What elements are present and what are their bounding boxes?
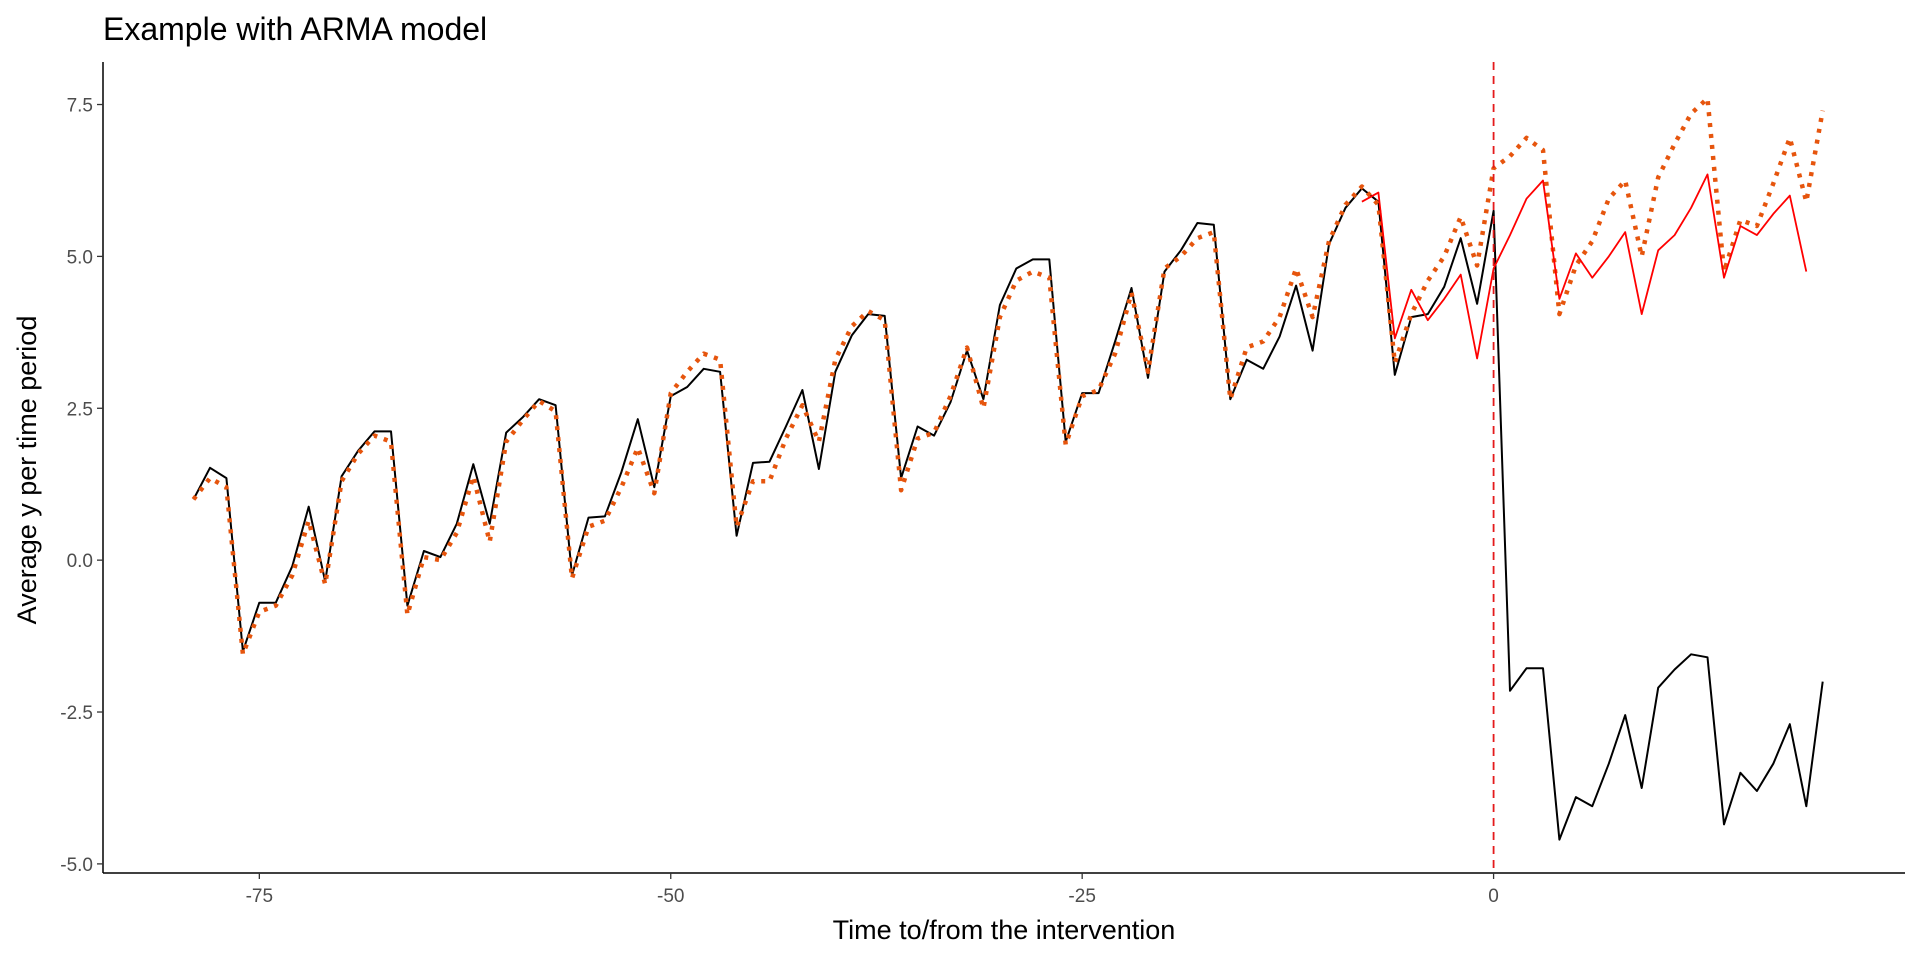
x-tick-label: -75: [246, 886, 273, 907]
series-line-2: [191, 96, 1825, 657]
y-tick-label: 2.5: [67, 399, 93, 420]
y-axis: -5.0 -2.5 0.0 2.5 5.0 7.5: [60, 62, 104, 876]
plot-area: [191, 62, 1825, 873]
y-tick-label: 5.0: [67, 247, 93, 268]
series-line-1: [192, 187, 1824, 841]
x-tick-label: -25: [1068, 886, 1095, 907]
series-line-3: [1361, 173, 1808, 360]
x-tick-label: -50: [657, 886, 684, 907]
y-tick-label: 0.0: [67, 551, 93, 572]
y-tick-label: -5.0: [60, 855, 93, 876]
chart-title: Example with ARMA model: [103, 11, 487, 47]
y-axis-title: Average y per time period: [12, 316, 42, 625]
x-axis: -75 -50 -25 0: [103, 872, 1905, 907]
x-tick-label: 0: [1488, 886, 1499, 907]
y-tick-label: 7.5: [67, 96, 93, 117]
x-axis-title: Time to/from the intervention: [833, 915, 1176, 945]
y-tick-label: -2.5: [60, 703, 93, 724]
